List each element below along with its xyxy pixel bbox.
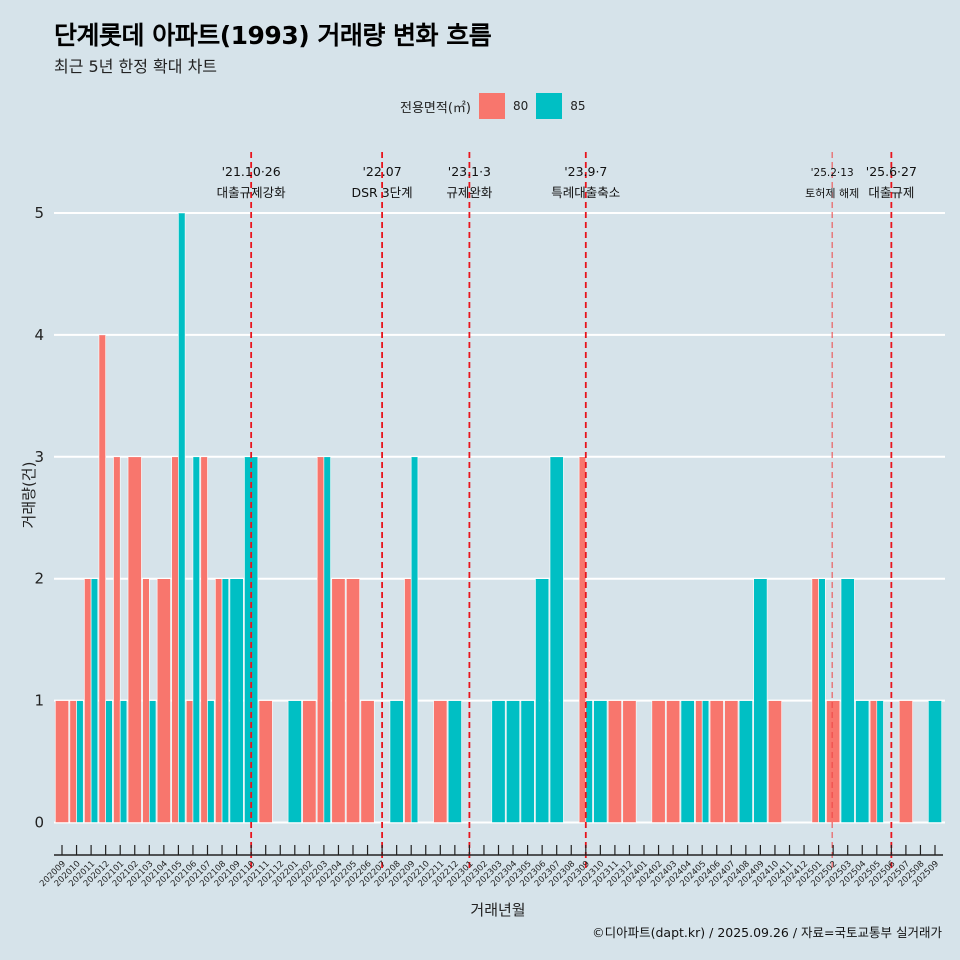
bar-80-202107 [200,456,208,823]
bar-80-202309 [578,456,587,823]
event-label: 대출규제강화 [217,185,287,200]
y-tick-label: 3 [34,448,44,466]
bar-85-202307 [549,456,564,823]
bar-85-202212 [447,700,462,823]
y-axis-label: 거래량(건) [20,462,38,529]
event-date: '22.07 [362,164,401,179]
bar-80-202105 [171,456,179,823]
y-tick-label: 5 [34,204,44,222]
bar-80-202103 [142,578,150,823]
bar-85-202504 [855,700,870,823]
bar-85-202405 [701,700,710,823]
bar-80-202209 [404,578,412,823]
bar-85-202404 [680,700,695,823]
bar-85-202304 [506,700,521,823]
bar-85-202409 [753,578,768,823]
bar-85-202105 [178,212,186,823]
event-label: 대출규제 [868,185,914,200]
bar-85-202209 [410,456,419,823]
bar-80-202505 [869,700,878,823]
bar-85-202011 [90,578,99,823]
bar-80-202108 [215,578,223,823]
bar-85-202303 [491,700,506,823]
bar-80-202111 [258,700,273,823]
bar-85-202309 [585,700,593,823]
bar-80-202102 [127,456,142,823]
bar-80-202010 [69,700,77,823]
legend-swatch-80 [478,93,505,119]
chart-title: 단계롯데 아파트(1993) 거래량 변화 흐름 [54,21,492,50]
event-lines: '21.10·26 대출규제강화 '22.07 DSR 3단계 '23.1·3 규제완화 '… [217,152,917,870]
bar-80-202501 [811,578,819,823]
bar-80-202012 [98,334,106,823]
bar-80-202405 [695,700,703,823]
bar-85-202305 [520,700,535,823]
y-axis: 0 1 2 3 4 5 [34,204,44,832]
bar-85-202503 [840,578,855,823]
bar-85-202107 [207,700,215,823]
bar-85-202201 [287,700,302,823]
bar-80-202101 [113,456,121,823]
bar-85-202106 [192,456,200,823]
bar-85-202408 [738,700,753,823]
bar-85-202501 [818,578,826,823]
bar-80-202402 [651,700,666,823]
bar-80-202205 [346,578,360,823]
bar-80-202204 [331,578,346,823]
bar-80-202410 [767,700,782,823]
bar-80-202206 [360,700,375,823]
y-tick-label: 0 [34,814,44,832]
bar-85-202310 [593,700,608,823]
bar-80-202211 [433,700,448,823]
bar-85-202208 [389,700,404,823]
legend-label-80: 80 [512,99,529,113]
bar-80-202403 [666,700,681,823]
event-label: 규제완화 [446,185,493,200]
bar-80-202407 [724,700,739,823]
bar-80-202011 [84,578,92,823]
event-date: '21.10·26 [222,164,281,179]
bar-85-202505 [876,700,884,823]
bars [55,212,942,823]
legend-swatch-85 [536,93,563,119]
legend-title: 전용면적(㎡) [400,100,471,116]
bar-85-202101 [119,700,128,823]
legend-label-85: 85 [570,99,586,113]
bar-80-202203 [316,456,325,823]
bar-85-202108 [221,578,230,823]
bar-85-202109 [229,578,244,823]
event-date: '23.9·7 [564,164,607,179]
y-tick-label: 4 [34,326,44,344]
bar-80-202106 [185,700,194,823]
x-axis: 2020092020102020112020122021012021022021… [38,845,943,889]
bar-80-202502 [826,700,841,823]
bar-85-202010 [76,700,84,823]
y-tick-label: 1 [34,692,44,710]
bar-85-202103 [149,700,157,823]
legend: 전용면적(㎡) 80 85 [400,93,594,119]
bar-85-202509 [928,700,942,823]
chart-subtitle: 최근 5년 한정 확대 차트 [54,57,218,76]
event-label: 토허제 해제 [805,186,859,200]
event-label: DSR 3단계 [352,185,413,200]
bar-85-202203 [323,456,331,823]
event-date: '25.6·27 [866,164,917,179]
bar-80-202312 [622,700,637,823]
bar-85-202012 [105,700,113,823]
bar-80-202202 [302,700,317,823]
x-axis-label: 거래년월 [470,901,525,919]
bar-80-202311 [607,700,622,823]
bar-80-202507 [898,700,913,823]
bar-80-202009 [55,700,69,823]
event-label: 특례대출축소 [551,185,620,200]
event-date: '23.1·3 [448,164,491,179]
event-date: '25.2·13 [811,167,854,179]
y-tick-label: 2 [34,570,44,588]
bar-85-202306 [535,578,550,823]
bar-80-202104 [156,578,171,823]
bar-80-202406 [709,700,724,823]
source-caption: ©디아파트(dapt.kr) / 2025.09.26 / 자료=국토교통부 실… [592,925,942,940]
